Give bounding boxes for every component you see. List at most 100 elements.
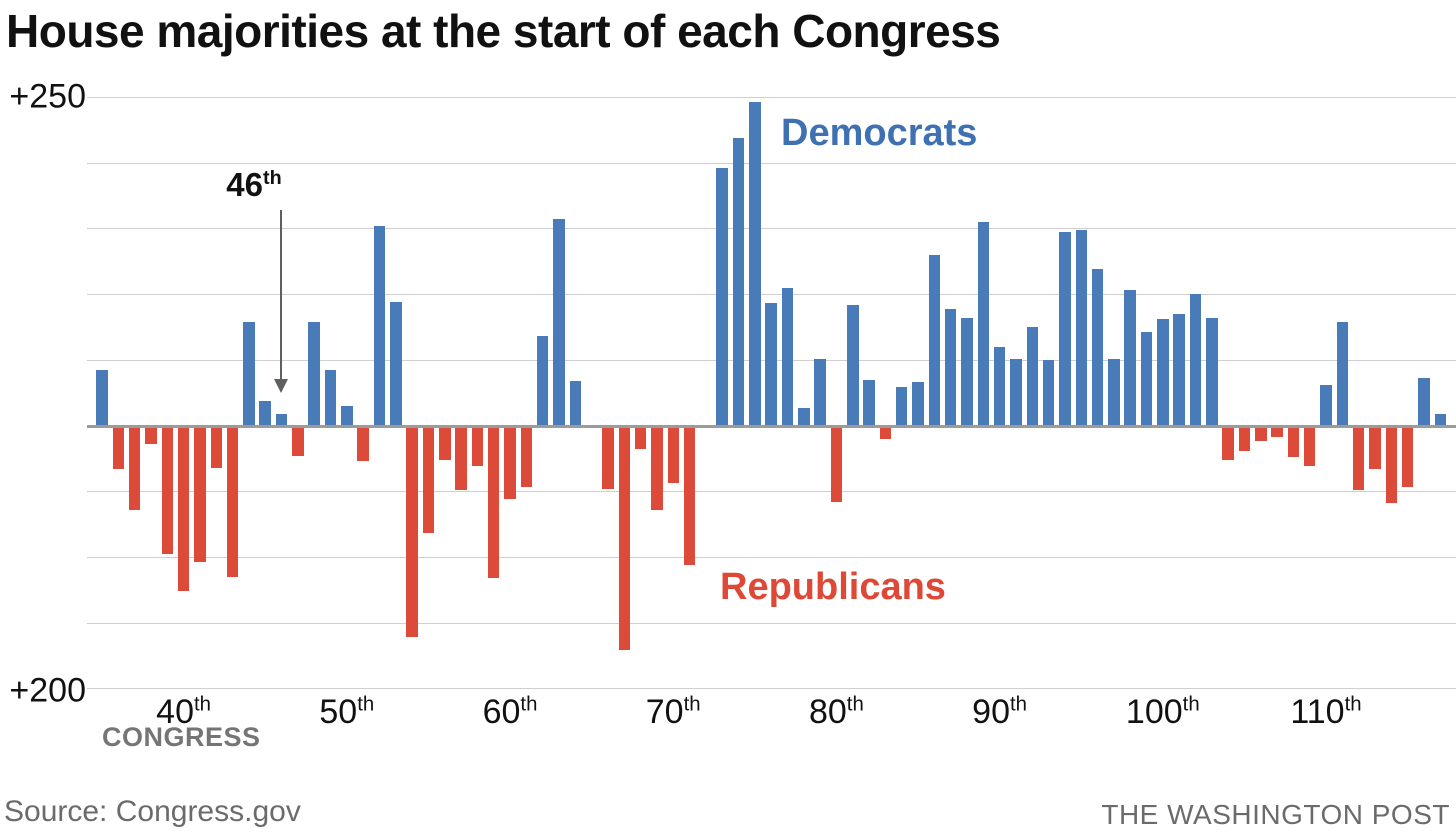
- bar-congress-54: [406, 425, 418, 638]
- bar-congress-85: [912, 382, 924, 426]
- gridline-8: [87, 688, 1456, 690]
- bar-congress-55: [422, 425, 435, 534]
- bar-congress-75: [749, 102, 761, 426]
- bar-congress-35: [96, 370, 108, 426]
- bar-congress-101: [1173, 313, 1185, 426]
- bar-congress-89: [977, 221, 989, 426]
- bar-congress-62: [536, 336, 549, 426]
- bar-congress-99: [1140, 332, 1153, 426]
- x-tick-70th: 70th: [645, 693, 701, 731]
- x-tick-60th: 60th: [482, 693, 538, 731]
- annotation-arrow-head-icon: [274, 379, 288, 393]
- bar-congress-97: [1108, 358, 1120, 426]
- bar-congress-109: [1303, 425, 1316, 467]
- bar-congress-103: [1206, 317, 1218, 426]
- bar-congress-96: [1091, 269, 1104, 426]
- bar-congress-53: [390, 302, 402, 426]
- bar-congress-106: [1255, 425, 1267, 442]
- gridline-6: [87, 556, 1456, 558]
- bar-congress-93: [1042, 359, 1055, 426]
- publisher-credit: THE WASHINGTON POST: [1101, 799, 1450, 830]
- gridline-3: [87, 294, 1456, 296]
- legend-republicans: Republicans: [720, 566, 946, 608]
- gridline-1: [87, 162, 1456, 164]
- bar-congress-81: [847, 304, 859, 426]
- bar-congress-98: [1124, 290, 1136, 426]
- bar-congress-92: [1026, 326, 1038, 426]
- bar-congress-38: [145, 425, 157, 444]
- bar-congress-77: [781, 287, 794, 426]
- bar-congress-113: [1369, 425, 1381, 469]
- legend-democrats: Democrats: [781, 112, 978, 154]
- bar-congress-40: [177, 425, 190, 592]
- bar-congress-58: [471, 425, 484, 467]
- bar-congress-115: [1401, 425, 1414, 488]
- bar-congress-90: [993, 346, 1006, 426]
- x-tick-100th: 100th: [1125, 693, 1200, 731]
- bar-congress-49: [324, 370, 337, 426]
- x-axis-title: CONGRESS: [102, 722, 261, 752]
- bar-congress-66: [602, 425, 614, 489]
- bar-congress-73: [716, 168, 728, 426]
- bar-congress-86: [928, 254, 941, 426]
- bar-congress-80: [830, 425, 843, 502]
- bar-congress-60: [504, 425, 516, 500]
- bar-congress-48: [308, 321, 320, 426]
- bar-congress-51: [357, 425, 369, 461]
- source-note: Source: Congress.gov: [4, 795, 301, 828]
- gridline-7: [87, 622, 1456, 624]
- bar-congress-57: [455, 425, 467, 490]
- bar-congress-67: [618, 425, 630, 651]
- bar-congress-69: [651, 425, 663, 510]
- x-tick-50th: 50th: [319, 693, 375, 731]
- bar-congress-110: [1320, 384, 1332, 426]
- gridline-5: [87, 491, 1456, 493]
- bar-congress-68: [634, 425, 647, 450]
- bar-congress-107: [1271, 425, 1283, 438]
- bar-congress-112: [1352, 425, 1365, 490]
- bar-congress-43: [226, 425, 239, 577]
- bar-congress-91: [1010, 358, 1022, 426]
- bar-congress-63: [553, 219, 565, 426]
- bar-congress-100: [1157, 319, 1169, 426]
- bar-congress-78: [798, 408, 810, 426]
- x-tick-40th: 40th: [156, 693, 212, 731]
- bar-congress-105: [1238, 425, 1251, 451]
- bar-congress-84: [895, 387, 908, 426]
- annotation-46th-label: 46th: [226, 166, 282, 203]
- bar-congress-47: [292, 425, 304, 456]
- bar-congress-39: [161, 425, 173, 555]
- bar-congress-79: [814, 358, 826, 426]
- bar-congress-37: [128, 425, 141, 510]
- bar-congress-46: [275, 413, 288, 426]
- y-axis-label-bottom: +200: [9, 671, 86, 710]
- bar-congress-94: [1059, 232, 1071, 426]
- bar-congress-111: [1336, 321, 1349, 426]
- bar-congress-70: [667, 425, 679, 484]
- bar-congress-76: [765, 303, 777, 426]
- bar-congress-59: [487, 425, 500, 578]
- bar-congress-117: [1434, 413, 1446, 426]
- bar-congress-88: [961, 317, 973, 426]
- x-tick-90th: 90th: [972, 693, 1028, 731]
- bar-congress-83: [879, 425, 892, 439]
- x-tick-110th: 110th: [1290, 693, 1362, 731]
- gridline-2: [87, 228, 1456, 230]
- bar-congress-64: [569, 380, 581, 426]
- bar-congress-82: [863, 379, 875, 426]
- bar-congress-108: [1287, 425, 1300, 457]
- bar-congress-87: [944, 308, 957, 426]
- y-axis-label-top: +250: [9, 77, 86, 116]
- bar-congress-104: [1222, 425, 1234, 460]
- gridline-0: [87, 97, 1456, 98]
- bar-congress-36: [112, 425, 125, 469]
- bar-congress-52: [373, 225, 386, 426]
- bar-congress-74: [732, 137, 745, 426]
- zero-axis-line: [87, 424, 1456, 428]
- bar-congress-42: [210, 425, 222, 468]
- bar-congress-102: [1189, 294, 1202, 426]
- annotation-arrow-line: [280, 210, 282, 380]
- bar-congress-50: [341, 405, 353, 426]
- bar-congress-61: [520, 425, 533, 488]
